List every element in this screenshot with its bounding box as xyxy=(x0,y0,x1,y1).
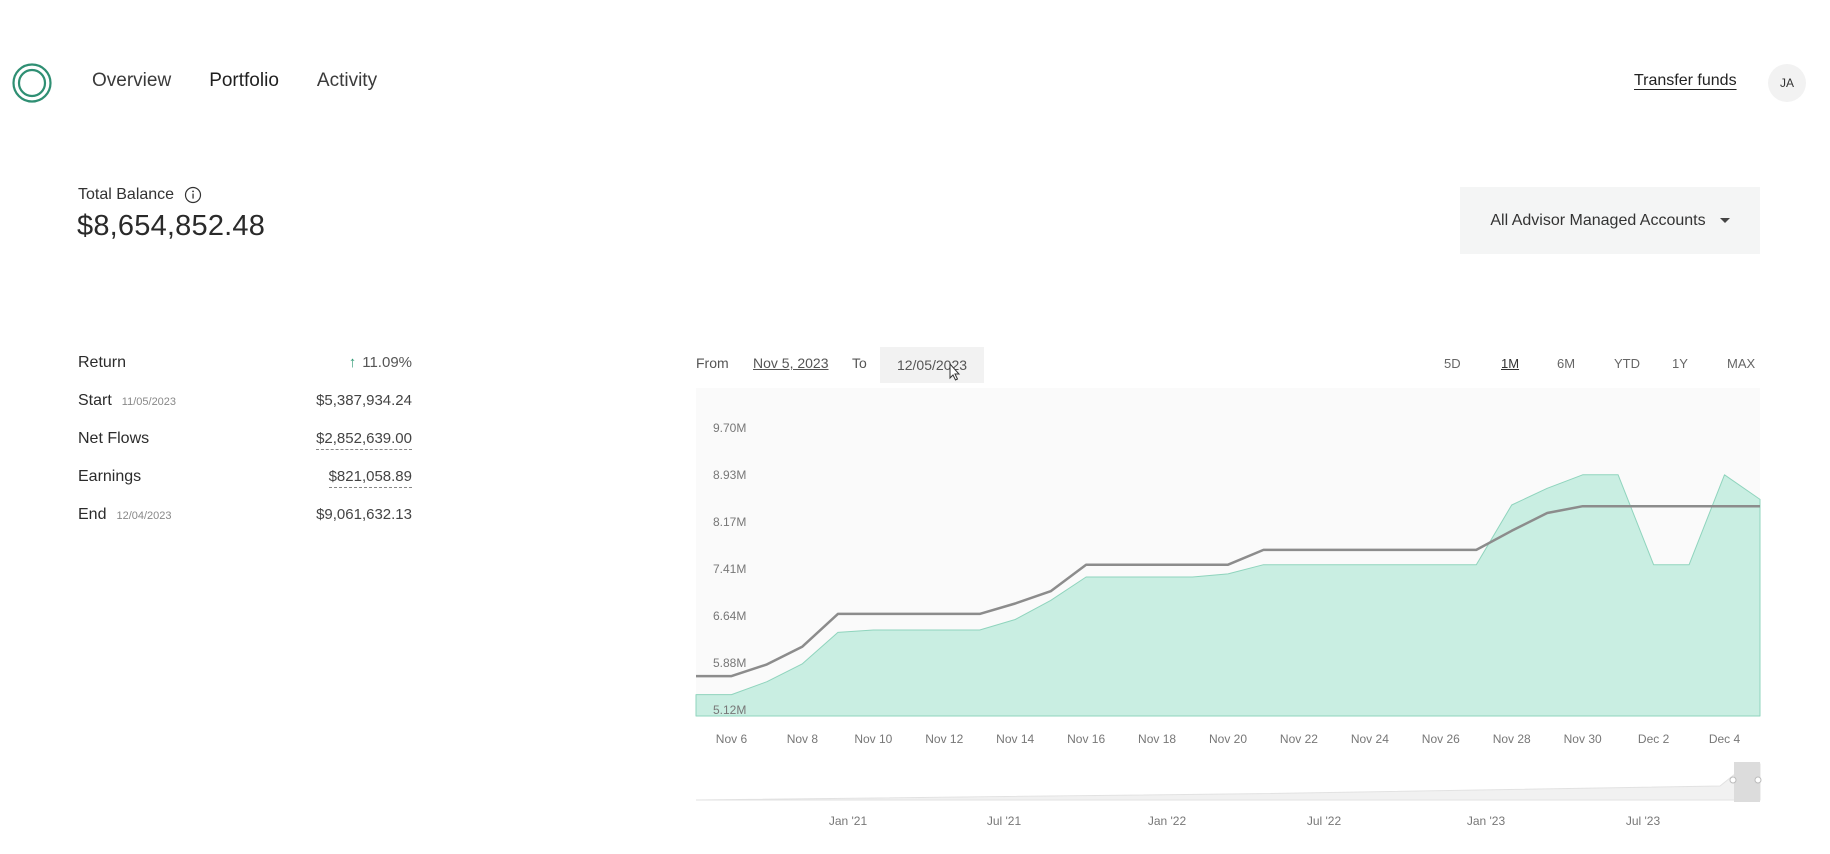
end-label-wrap: End 12/04/2023 xyxy=(78,506,172,524)
x-tick-label: Nov 14 xyxy=(996,732,1034,746)
period-1y[interactable]: 1Y xyxy=(1672,356,1688,371)
start-row: Start 11/05/2023 $5,387,934.24 xyxy=(78,392,412,410)
y-tick-label: 5.12M xyxy=(713,703,746,717)
arrow-up-icon: ↑ xyxy=(348,354,357,371)
x-tick-label: Nov 16 xyxy=(1067,732,1105,746)
x-tick-label: Dec 4 xyxy=(1709,732,1741,746)
info-icon[interactable] xyxy=(184,186,202,204)
end-date: 12/04/2023 xyxy=(116,510,172,522)
ring-logo-icon[interactable] xyxy=(12,63,52,103)
period-ytd[interactable]: YTD xyxy=(1614,356,1640,371)
earnings-label: Earnings xyxy=(78,468,142,485)
total-balance-label-row: Total Balance xyxy=(78,186,202,204)
overview-x-tick-label: Jul '21 xyxy=(987,814,1022,828)
y-tick-label: 8.93M xyxy=(713,468,746,482)
end-value: $9,061,632.13 xyxy=(316,506,412,523)
net-flows-row: Net Flows $2,852,639.00 xyxy=(78,430,412,450)
period-6m[interactable]: 6M xyxy=(1557,356,1576,371)
period-5d[interactable]: 5D xyxy=(1444,356,1461,371)
caret-down-icon xyxy=(1719,218,1730,223)
return-value: 11.09% xyxy=(362,354,412,371)
total-balance-label: Total Balance xyxy=(78,186,175,203)
x-tick-label: Nov 22 xyxy=(1280,732,1318,746)
x-tick-label: Nov 26 xyxy=(1422,732,1460,746)
earnings-value[interactable]: $821,058.89 xyxy=(328,468,412,488)
main-nav: Overview Portfolio Activity xyxy=(92,70,377,92)
nav-overview[interactable]: Overview xyxy=(92,70,172,91)
x-tick-label: Nov 30 xyxy=(1564,732,1602,746)
y-tick-label: 6.64M xyxy=(713,609,746,623)
end-row: End 12/04/2023 $9,061,632.13 xyxy=(78,506,412,524)
return-label: Return xyxy=(78,354,127,371)
overview-x-tick-label: Jan '23 xyxy=(1467,814,1506,828)
period-1m[interactable]: 1M xyxy=(1501,356,1520,371)
x-tick-label: Nov 18 xyxy=(1138,732,1176,746)
overview-x-tick-label: Jul '23 xyxy=(1626,814,1661,828)
y-tick-label: 8.17M xyxy=(713,515,746,529)
from-label: From xyxy=(696,355,729,371)
from-date-input[interactable]: Nov 5, 2023 xyxy=(753,355,829,371)
x-tick-label: Dec 2 xyxy=(1638,732,1670,746)
earnings-row: Earnings $821,058.89 xyxy=(78,468,412,488)
x-tick-label: Nov 28 xyxy=(1493,732,1531,746)
overview-x-tick-label: Jul '22 xyxy=(1307,814,1342,828)
account-select-value: All Advisor Managed Accounts xyxy=(1490,211,1706,229)
x-tick-label: Nov 6 xyxy=(716,732,748,746)
overview-x-tick-label: Jan '21 xyxy=(829,814,868,828)
return-row: Return ↑ 11.09% xyxy=(78,354,412,372)
balance-area-series xyxy=(695,474,1761,717)
nav-portfolio[interactable]: Portfolio xyxy=(209,70,279,91)
period-max[interactable]: MAX xyxy=(1727,356,1756,371)
to-label: To xyxy=(852,355,867,371)
start-label-wrap: Start 11/05/2023 xyxy=(78,392,176,410)
y-tick-label: 9.70M xyxy=(713,421,746,435)
net-flows-value[interactable]: $2,852,639.00 xyxy=(316,430,412,450)
return-value-wrap: ↑ 11.09% xyxy=(349,354,412,371)
x-tick-label: Nov 24 xyxy=(1351,732,1389,746)
start-label: Start xyxy=(78,392,112,409)
avatar[interactable]: JA xyxy=(1768,64,1806,102)
y-tick-label: 5.88M xyxy=(713,656,746,670)
overview-brush-handle-left[interactable] xyxy=(1729,776,1737,784)
nav-activity[interactable]: Activity xyxy=(316,70,378,91)
x-tick-label: Nov 12 xyxy=(925,732,963,746)
start-value: $5,387,934.24 xyxy=(316,392,412,409)
overview-x-tick-label: Jan '22 xyxy=(1148,814,1187,828)
transfer-funds-link[interactable]: Transfer funds xyxy=(1634,72,1737,89)
overview-sparkline xyxy=(695,763,1761,801)
net-flows-line-series xyxy=(696,504,1760,678)
mouse-cursor-icon xyxy=(949,362,961,381)
x-tick-label: Nov 10 xyxy=(854,732,892,746)
overview-brush-handle-right[interactable] xyxy=(1754,776,1762,784)
y-tick-label: 7.41M xyxy=(713,562,746,576)
account-select[interactable]: All Advisor Managed Accounts xyxy=(1460,187,1760,254)
net-flows-label: Net Flows xyxy=(78,430,150,447)
x-tick-label: Nov 8 xyxy=(787,732,819,746)
total-balance-value: $8,654,852.48 xyxy=(77,210,266,242)
x-tick-label: Nov 20 xyxy=(1209,732,1247,746)
end-label: End xyxy=(78,506,107,523)
start-date: 11/05/2023 xyxy=(121,396,177,408)
